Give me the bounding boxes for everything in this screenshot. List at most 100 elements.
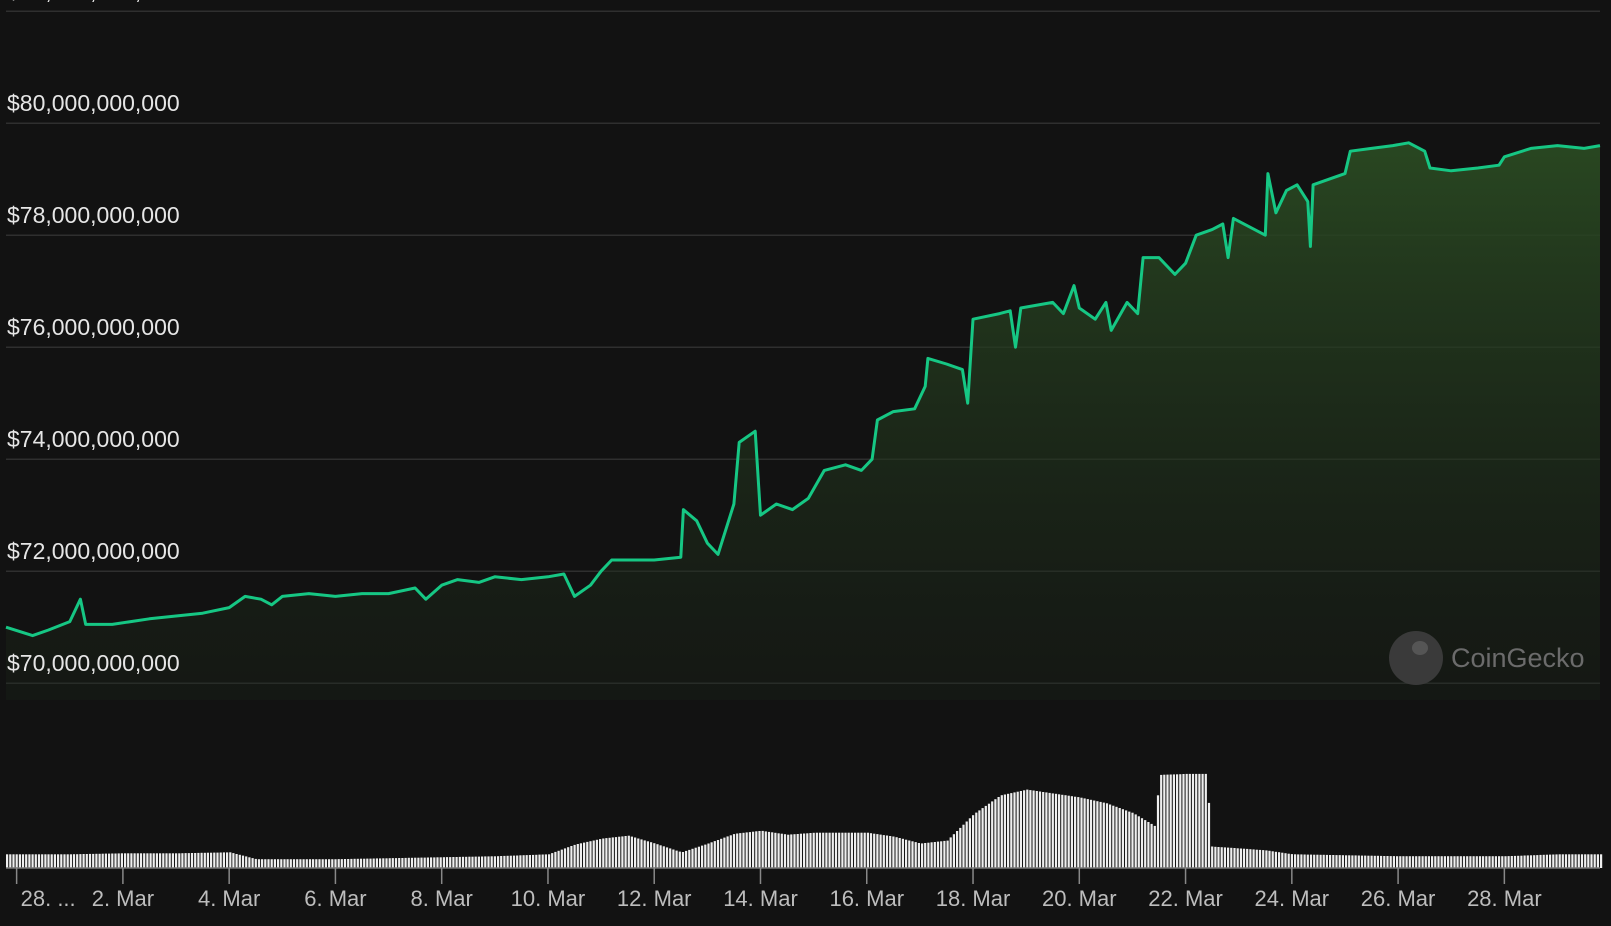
volume-bar (548, 854, 551, 868)
volume-bar (101, 853, 104, 868)
volume-bar (430, 857, 433, 868)
volume-bar (1338, 855, 1341, 868)
volume-bar (1191, 773, 1195, 868)
volume-bar (962, 824, 965, 868)
volume-bar (573, 844, 576, 868)
coingecko-logo-icon (1389, 631, 1443, 685)
volume-bar (216, 852, 219, 868)
volume-bar (471, 856, 474, 868)
volume-bar (659, 845, 662, 868)
volume-bar (589, 841, 592, 868)
volume-bar (53, 854, 56, 868)
volume-bar (656, 844, 659, 868)
volume-bar (675, 850, 678, 868)
volume-bar (981, 808, 984, 868)
volume-bar (736, 833, 739, 868)
volume-bar (1188, 773, 1191, 868)
volume-bar (630, 836, 633, 868)
volume-bar (178, 853, 181, 868)
volume-bar (420, 857, 423, 868)
volume-bar (1466, 856, 1469, 868)
volume-bar (1150, 823, 1153, 868)
volume-bar (752, 831, 755, 868)
volume-bar (930, 842, 933, 868)
volume-bar (669, 848, 672, 868)
volume-bar (554, 851, 557, 868)
volume-bar (595, 839, 598, 868)
volume-bar (1166, 774, 1169, 868)
volume-bar (1278, 852, 1281, 868)
volume-bar (251, 858, 254, 868)
volume-bar (1290, 854, 1293, 868)
volume-bar (1026, 789, 1029, 868)
x-tick-label: 20. Mar (1042, 886, 1117, 911)
volume-bar (12, 854, 15, 868)
volume-bar (1268, 850, 1271, 868)
volume-bar (563, 848, 567, 868)
volume-bar (347, 859, 350, 868)
volume-bar (1319, 854, 1322, 868)
volume-bar (1217, 847, 1220, 868)
volume-bar (796, 834, 799, 868)
volume-bar (860, 832, 863, 868)
volume-bar (1402, 856, 1405, 868)
volume-bar (917, 843, 920, 868)
volume-bar (407, 857, 410, 868)
volume-bar (975, 812, 978, 868)
volume-bar (474, 856, 477, 868)
volume-bar (522, 855, 525, 868)
volume-bar (774, 832, 777, 868)
volume-bar (1010, 793, 1013, 868)
volume-bar (640, 839, 643, 868)
volume-bar (503, 855, 506, 868)
volume-bar (892, 836, 895, 868)
volume-bar (1332, 855, 1335, 868)
volume-bar (455, 857, 458, 868)
volume-bar (47, 854, 50, 868)
volume-bar (219, 852, 222, 868)
volume-bar (1169, 774, 1172, 868)
volume-bar (1156, 795, 1160, 868)
volume-bar (506, 855, 509, 868)
volume-bar (442, 857, 445, 868)
volume-bar (206, 852, 209, 868)
volume-bar (921, 843, 924, 868)
volume-bar (873, 833, 876, 868)
volume-bar (1373, 855, 1376, 868)
volume-bar (353, 858, 356, 868)
x-tick-label: 2. Mar (92, 886, 154, 911)
volume-bar (1255, 849, 1258, 868)
volume-bar (1472, 856, 1475, 868)
volume-bar (484, 856, 487, 868)
volume-bar (439, 857, 442, 868)
volume-bar (1529, 855, 1533, 868)
volume-bar (1153, 825, 1156, 868)
volume-bar (72, 854, 76, 868)
volume-bar (1418, 856, 1421, 868)
volume-bar (1501, 856, 1504, 868)
volume-bar (1431, 856, 1434, 868)
volume-bar (828, 832, 831, 868)
volume-bar (1447, 856, 1450, 868)
volume-bar (398, 858, 401, 868)
volume-bar (203, 852, 206, 868)
volume-bar (1545, 854, 1548, 868)
volume-bar (1335, 855, 1338, 868)
volume-bar (1067, 795, 1070, 868)
volume-bar (18, 854, 21, 868)
volume-bar (331, 859, 334, 868)
volume-bar (1214, 846, 1217, 868)
volume-bar (1102, 802, 1105, 868)
volume-bar (761, 830, 764, 868)
volume-bar (905, 839, 908, 868)
volume-bar (783, 834, 787, 868)
volume-bar (1491, 856, 1494, 868)
volume-bar (21, 854, 25, 868)
volume-bar (946, 840, 949, 868)
volume-bar (1341, 855, 1344, 868)
volume-bar (739, 833, 742, 868)
volume-bar (382, 858, 385, 868)
volume-bar (248, 857, 251, 868)
volume-bar (337, 859, 340, 868)
volume-bar (1396, 856, 1399, 868)
